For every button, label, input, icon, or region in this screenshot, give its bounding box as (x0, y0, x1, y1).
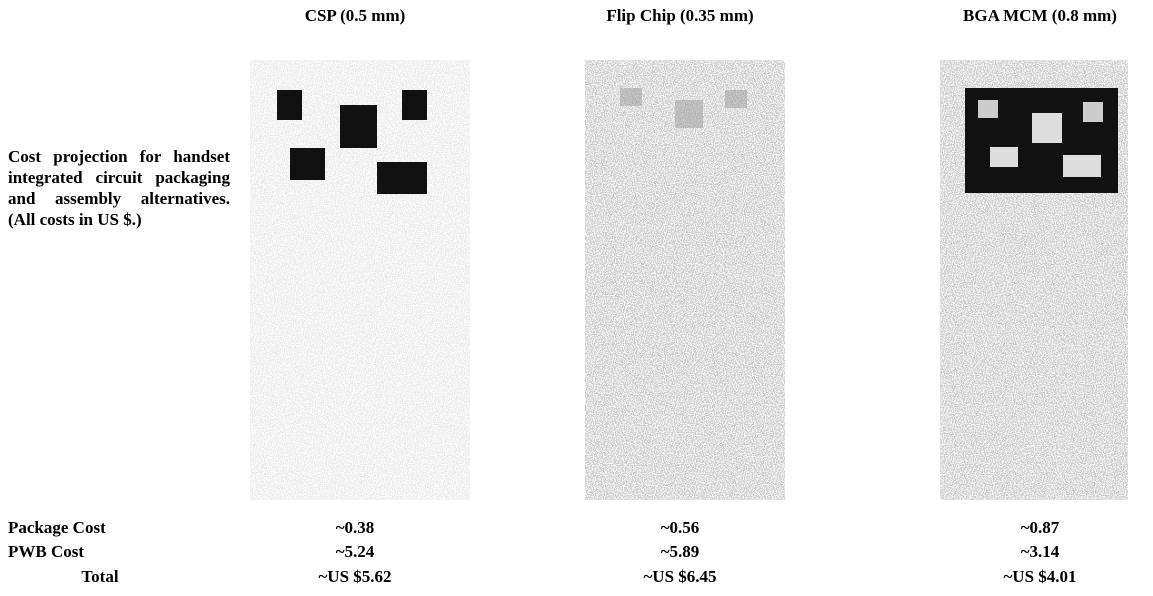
cost-cell: ~5.89 (660, 542, 700, 561)
row-label: PWB Cost (8, 542, 85, 561)
cost-cell: ~0.38 (335, 518, 375, 537)
column-header: Flip Chip (0.35 mm) (606, 6, 754, 25)
total-cell: ~US $5.62 (318, 567, 392, 586)
cost-cell: ~3.14 (1020, 542, 1060, 561)
cost-cell: ~0.56 (660, 518, 700, 537)
flip-chip-image (585, 60, 785, 500)
csp-image (250, 60, 470, 500)
bga-mcm-image (940, 60, 1128, 500)
total-cell: ~US $4.01 (1003, 567, 1077, 586)
row-label: Total (81, 567, 119, 586)
column-header: BGA MCM (0.8 mm) (963, 6, 1117, 25)
cost-cell: ~5.24 (335, 542, 375, 561)
column-header: CSP (0.5 mm) (304, 6, 406, 25)
caption: Cost projection for handset integrated c… (8, 147, 230, 229)
cost-cell: ~0.87 (1020, 518, 1060, 537)
total-cell: ~US $6.45 (643, 567, 717, 586)
row-label: Package Cost (8, 518, 106, 537)
